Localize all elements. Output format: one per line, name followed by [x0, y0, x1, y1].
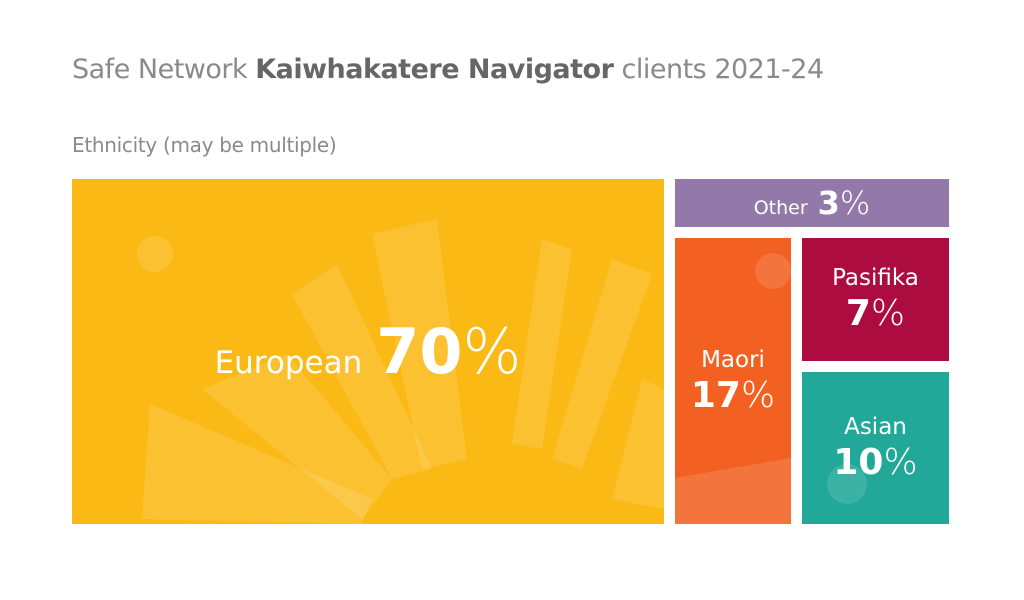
pasifika-name: Pasifika	[832, 265, 919, 291]
maori-value: 17	[690, 374, 741, 416]
other-name: Other	[753, 197, 808, 219]
asian-label: Asian 10%	[833, 414, 917, 483]
maori-value-group: 17%	[691, 375, 775, 416]
title-highlight: Kaiwhakatere Navigator	[255, 54, 614, 85]
pasifika-value: 7	[845, 293, 871, 334]
title-suffix: clients 2021-24	[621, 54, 825, 85]
treemap-tile-european: European 70 %	[72, 179, 664, 524]
asian-value: 10	[833, 441, 884, 483]
maori-percent-sign: %	[740, 374, 776, 416]
treemap-tile-asian: Asian 10%	[802, 372, 949, 524]
title-prefix: Safe Network	[72, 54, 248, 85]
chart-title: Safe Network Kaiwhakatere Navigator clie…	[72, 54, 824, 85]
pasifika-label: Pasifika 7%	[832, 265, 919, 334]
european-value: 70	[376, 315, 463, 388]
other-percent-sign: %	[839, 184, 871, 222]
european-percent-sign: %	[462, 315, 522, 388]
other-label: Other 3 %	[754, 184, 871, 222]
pasifika-percent-sign: %	[870, 293, 906, 334]
asian-value-group: 10%	[833, 442, 917, 483]
treemap-tile-maori: Maori 17%	[675, 238, 791, 524]
pasifika-value-group: 7%	[846, 293, 905, 334]
european-label: European 70 %	[215, 315, 522, 388]
treemap-tile-other: Other 3 %	[675, 179, 949, 227]
other-value: 3	[817, 184, 840, 222]
maori-name: Maori	[701, 346, 765, 373]
treemap-tile-pasifika: Pasifika 7%	[802, 238, 949, 361]
asian-percent-sign: %	[883, 441, 918, 483]
chart-subtitle: Ethnicity (may be multiple)	[72, 133, 337, 157]
maori-label: Maori 17%	[691, 347, 775, 416]
asian-name: Asian	[844, 413, 907, 440]
european-name: European	[214, 345, 363, 381]
